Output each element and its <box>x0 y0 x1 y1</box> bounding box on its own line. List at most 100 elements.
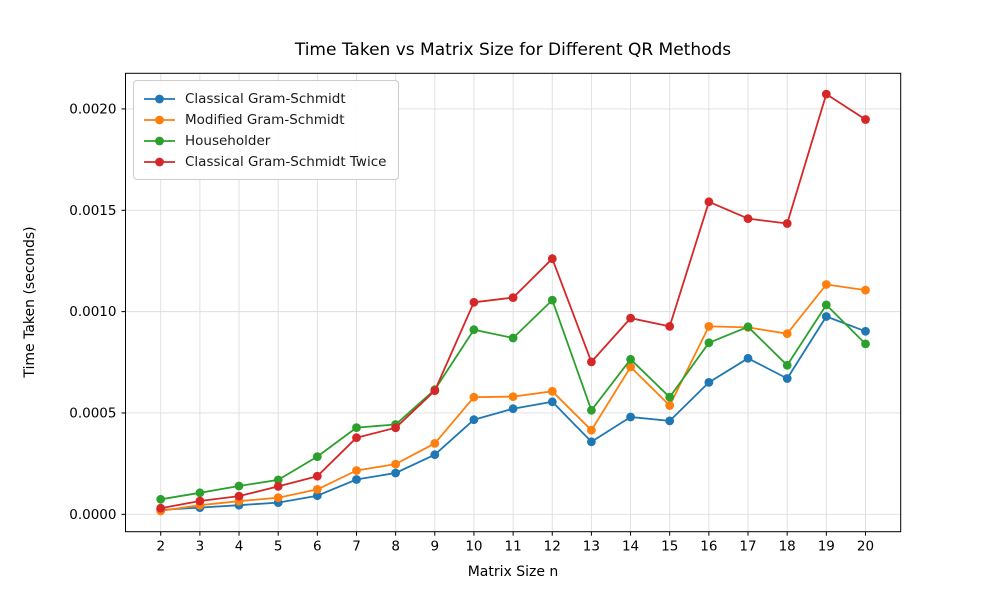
legend-label: Classical Gram-Schmidt Twice <box>185 153 387 170</box>
data-point-modified-gram-schmidt <box>273 493 283 503</box>
data-point-modified-gram-schmidt <box>665 401 675 410</box>
data-point-classical-gram-schmidt-twice <box>234 491 244 501</box>
x-tick-label: 8 <box>391 539 400 555</box>
data-point-classical-gram-schmidt-twice <box>665 322 675 331</box>
x-tick-label: 11 <box>505 539 522 555</box>
x-tick-label: 2 <box>156 539 165 555</box>
legend-marker-icon <box>144 115 175 124</box>
data-point-classical-gram-schmidt-twice <box>587 357 596 367</box>
data-point-classical-gram-schmidt <box>391 468 400 478</box>
data-point-modified-gram-schmidt <box>508 392 518 401</box>
data-point-householder <box>352 423 361 432</box>
data-point-classical-gram-schmidt-twice <box>821 89 831 99</box>
data-point-classical-gram-schmidt <box>352 475 361 484</box>
data-point-householder <box>156 494 166 504</box>
x-tick-label: 16 <box>700 539 717 555</box>
y-tick-label: 0.0005 <box>69 405 116 421</box>
data-point-householder <box>665 392 675 402</box>
data-point-householder <box>626 354 635 364</box>
legend-item-classical-gram-schmidt: Classical Gram-Schmidt <box>143 88 386 109</box>
data-point-classical-gram-schmidt <box>430 450 440 460</box>
data-point-classical-gram-schmidt <box>704 378 714 387</box>
x-tick-label: 14 <box>622 539 639 555</box>
data-point-householder <box>743 322 753 332</box>
data-point-classical-gram-schmidt <box>587 437 596 447</box>
data-point-classical-gram-schmidt <box>821 312 831 321</box>
data-point-classical-gram-schmidt-twice <box>704 197 714 207</box>
data-point-modified-gram-schmidt <box>312 485 322 494</box>
data-point-householder <box>861 339 870 349</box>
legend-marker-icon <box>144 157 175 166</box>
y-tick-label: 0.0010 <box>69 304 116 320</box>
legend-label: Modified Gram-Schmidt <box>185 111 345 128</box>
data-point-householder <box>547 295 557 305</box>
y-axis-label: Time Taken (seconds) <box>22 226 38 378</box>
data-point-classical-gram-schmidt <box>665 416 675 426</box>
data-point-modified-gram-schmidt <box>391 459 400 469</box>
data-point-classical-gram-schmidt <box>469 415 479 425</box>
data-point-classical-gram-schmidt-twice <box>508 293 518 302</box>
data-point-householder <box>704 338 714 348</box>
data-point-classical-gram-schmidt-twice <box>352 433 361 443</box>
legend-item-householder: Householder <box>143 130 386 151</box>
data-point-classical-gram-schmidt-twice <box>273 482 283 491</box>
data-point-modified-gram-schmidt <box>626 362 635 372</box>
legend-marker-icon <box>144 136 175 145</box>
x-tick-label: 17 <box>739 539 756 555</box>
legend-marker-icon <box>144 94 175 103</box>
x-tick-label: 4 <box>235 539 244 555</box>
data-point-classical-gram-schmidt-twice <box>743 214 753 224</box>
data-point-householder <box>234 481 244 491</box>
data-point-modified-gram-schmidt <box>587 425 596 435</box>
data-point-classical-gram-schmidt-twice <box>547 254 557 264</box>
data-point-modified-gram-schmidt <box>704 322 714 331</box>
x-axis-label: Matrix Size n <box>467 564 559 580</box>
data-point-classical-gram-schmidt-twice <box>195 496 205 506</box>
data-point-classical-gram-schmidt-twice <box>430 386 440 396</box>
x-tick-label: 12 <box>544 539 561 555</box>
x-tick-label: 20 <box>857 539 874 555</box>
data-point-classical-gram-schmidt <box>547 397 557 407</box>
data-point-classical-gram-schmidt <box>743 353 753 363</box>
data-point-modified-gram-schmidt <box>352 466 361 475</box>
data-point-classical-gram-schmidt-twice <box>391 423 400 433</box>
data-point-modified-gram-schmidt <box>547 386 557 396</box>
x-tick-label: 6 <box>313 539 322 555</box>
data-point-classical-gram-schmidt-twice <box>156 503 166 513</box>
data-point-householder <box>195 488 205 498</box>
data-point-householder <box>312 452 322 461</box>
legend-label: Classical Gram-Schmidt <box>185 90 346 107</box>
data-point-householder <box>469 325 479 335</box>
y-tick-label: 0.0020 <box>69 101 116 117</box>
data-point-classical-gram-schmidt <box>312 491 322 501</box>
data-point-classical-gram-schmidt-twice <box>782 219 792 228</box>
x-tick-label: 19 <box>818 539 835 555</box>
data-point-classical-gram-schmidt <box>508 404 518 414</box>
data-point-modified-gram-schmidt <box>861 285 870 295</box>
data-point-modified-gram-schmidt <box>782 329 792 339</box>
x-tick-label: 5 <box>274 539 283 555</box>
x-tick-label: 13 <box>583 539 600 555</box>
legend-item-classical-gram-schmidt-twice: Classical Gram-Schmidt Twice <box>143 151 386 172</box>
data-point-householder <box>587 405 596 415</box>
data-point-classical-gram-schmidt-twice <box>626 313 635 323</box>
data-point-householder <box>273 475 283 485</box>
legend: Classical Gram-Schmidt Modified Gram-Schm… <box>133 80 400 180</box>
data-point-householder <box>821 300 831 310</box>
data-point-modified-gram-schmidt <box>469 392 479 402</box>
x-tick-label: 18 <box>779 539 796 555</box>
y-tick-label: 0.0015 <box>69 203 116 219</box>
data-point-modified-gram-schmidt <box>821 280 831 289</box>
data-point-classical-gram-schmidt-twice <box>469 297 479 307</box>
data-point-householder <box>508 333 518 343</box>
data-point-classical-gram-schmidt <box>782 374 792 383</box>
data-point-householder <box>782 360 792 370</box>
data-point-modified-gram-schmidt <box>430 439 440 448</box>
x-tick-label: 7 <box>352 539 361 555</box>
data-point-classical-gram-schmidt-twice <box>861 115 870 124</box>
legend-label: Householder <box>185 132 271 149</box>
x-tick-label: 10 <box>465 539 482 555</box>
data-point-classical-gram-schmidt-twice <box>312 471 322 481</box>
